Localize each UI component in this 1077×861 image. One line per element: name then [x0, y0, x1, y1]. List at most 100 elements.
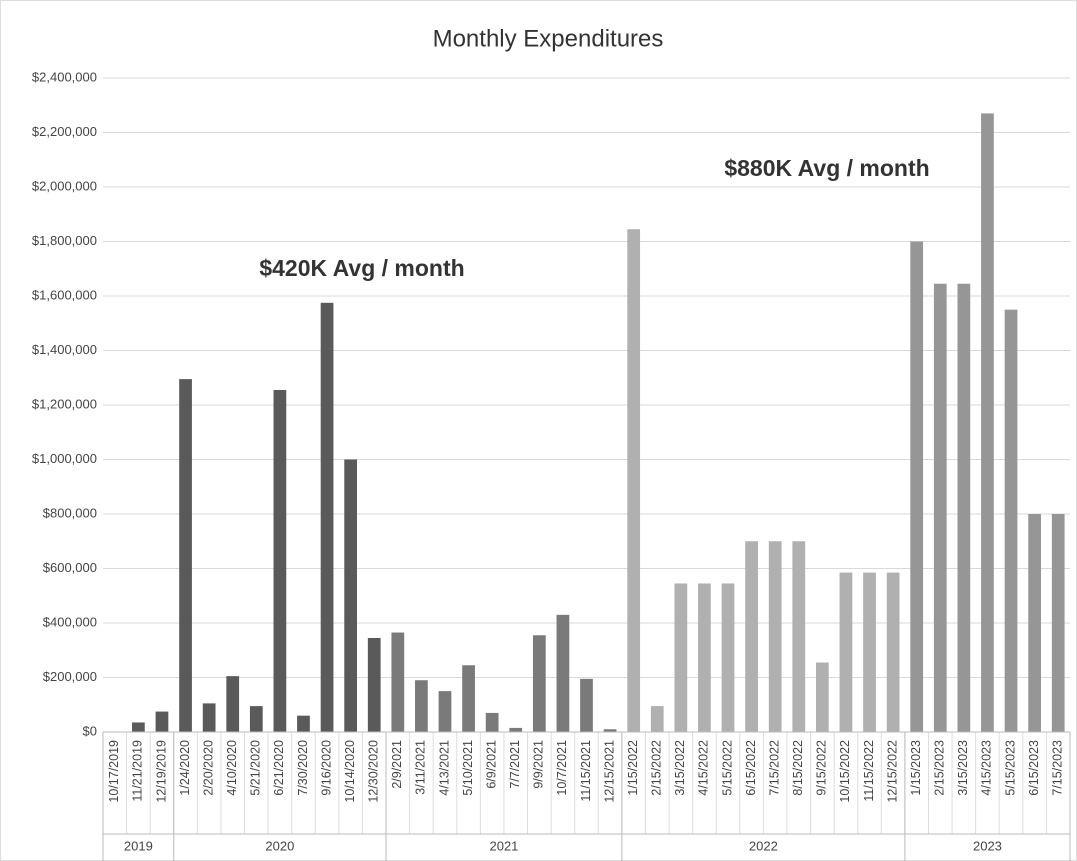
x-tick-label: 5/15/2022 [720, 740, 734, 796]
bar [933, 283, 947, 732]
x-tick-label: 2/15/2022 [650, 740, 664, 796]
annotation: $420K Avg / month [259, 255, 464, 281]
x-tick-label: 11/15/2022 [862, 740, 876, 802]
x-tick-label: 5/21/2020 [249, 740, 263, 796]
x-tick-label: 7/15/2022 [767, 740, 781, 796]
bar [415, 680, 428, 732]
group-label: 2021 [489, 838, 518, 853]
bar [580, 678, 593, 732]
x-tick-label: 8/15/2022 [791, 740, 805, 796]
group-label: 2019 [124, 838, 153, 853]
x-tick-label: 7/7/2021 [508, 740, 522, 789]
bar [815, 662, 829, 732]
x-tick-label: 9/9/2021 [532, 740, 546, 789]
x-tick-label: 6/21/2020 [272, 740, 286, 796]
x-tick-label: 9/16/2020 [319, 740, 333, 796]
x-tick-label: 6/9/2021 [484, 740, 498, 789]
bar [532, 635, 546, 732]
bar [462, 665, 475, 732]
bar [863, 572, 876, 732]
y-tick-label: $1,600,000 [32, 287, 97, 302]
y-tick-label: $2,200,000 [32, 124, 97, 139]
x-tick-label: 10/15/2022 [838, 740, 852, 803]
y-tick-label: $1,400,000 [32, 342, 97, 357]
bar [957, 283, 971, 732]
bar [981, 113, 994, 733]
bar [910, 241, 924, 732]
bar [1051, 514, 1065, 732]
x-tick-label: 2/20/2020 [201, 740, 215, 796]
bar [768, 541, 782, 732]
x-tick-label: 7/15/2023 [1051, 740, 1065, 796]
bar [273, 390, 287, 732]
x-tick-label: 12/15/2021 [602, 740, 616, 803]
x-tick-label: 1/24/2020 [178, 740, 192, 796]
x-tick-label: 1/15/2023 [909, 740, 923, 796]
bar [132, 722, 145, 732]
bar [886, 572, 900, 732]
x-tick-label: 10/14/2020 [343, 740, 357, 803]
group-label: 2023 [973, 838, 1002, 853]
bar [745, 541, 758, 732]
x-tick-label: 6/15/2022 [744, 740, 758, 796]
x-tick-label: 4/15/2023 [980, 740, 994, 796]
bar [485, 712, 499, 732]
y-tick-label: $1,800,000 [32, 233, 97, 248]
bar [179, 379, 192, 732]
bar [792, 541, 806, 732]
y-tick-label: $200,000 [43, 669, 97, 684]
y-tick-label: $800,000 [43, 505, 97, 520]
bar [155, 711, 169, 732]
bar [603, 729, 617, 732]
bar [650, 706, 664, 732]
x-tick-label: 3/15/2023 [956, 740, 970, 796]
bar [202, 703, 216, 732]
bar [391, 632, 405, 732]
annotation: $880K Avg / month [724, 155, 929, 181]
x-tick-label: 12/15/2022 [885, 740, 899, 803]
x-tick-label: 7/30/2020 [296, 740, 310, 796]
y-tick-label: $0 [83, 723, 97, 738]
bar [367, 637, 381, 732]
group-label: 2022 [749, 838, 778, 853]
y-tick-label: $1,200,000 [32, 396, 97, 411]
bar [320, 302, 334, 732]
x-tick-label: 11/21/2019 [131, 740, 145, 802]
x-tick-label: 2/9/2021 [390, 740, 404, 789]
x-tick-label: 4/15/2022 [697, 740, 711, 796]
x-tick-label: 4/10/2020 [225, 740, 239, 796]
bar [556, 614, 570, 732]
x-tick-label: 2/15/2023 [933, 740, 947, 796]
bar [674, 583, 688, 732]
y-tick-label: $400,000 [43, 614, 97, 629]
y-tick-label: $1,000,000 [32, 451, 97, 466]
x-tick-label: 10/7/2021 [555, 740, 569, 796]
group-label: 2020 [265, 838, 294, 853]
chart-title: Monthly Expenditures [433, 25, 664, 52]
x-tick-label: 12/30/2020 [367, 740, 381, 803]
y-tick-label: $600,000 [43, 560, 97, 575]
bar [721, 583, 735, 732]
bar [627, 229, 641, 733]
x-tick-label: 12/19/2019 [154, 740, 168, 803]
x-tick-label: 3/15/2022 [673, 740, 687, 796]
bar [344, 459, 358, 732]
bar [839, 572, 853, 732]
bar [226, 676, 240, 732]
x-tick-label: 4/13/2021 [437, 740, 451, 796]
x-tick-label: 6/15/2023 [1027, 740, 1041, 796]
bar [698, 583, 711, 732]
bar [249, 706, 263, 732]
bar [297, 715, 310, 732]
x-tick-label: 3/11/2021 [414, 740, 428, 795]
x-tick-label: 11/15/2021 [579, 740, 593, 802]
x-tick-label: 5/15/2023 [1003, 740, 1017, 796]
y-tick-label: $2,400,000 [32, 69, 97, 84]
x-tick-label: 5/10/2021 [461, 740, 475, 796]
bar [1004, 309, 1018, 732]
x-tick-label: 9/15/2022 [815, 740, 829, 796]
bar [438, 691, 452, 732]
x-tick-label: 1/15/2022 [626, 740, 640, 796]
x-tick-label: 10/17/2019 [107, 740, 121, 803]
